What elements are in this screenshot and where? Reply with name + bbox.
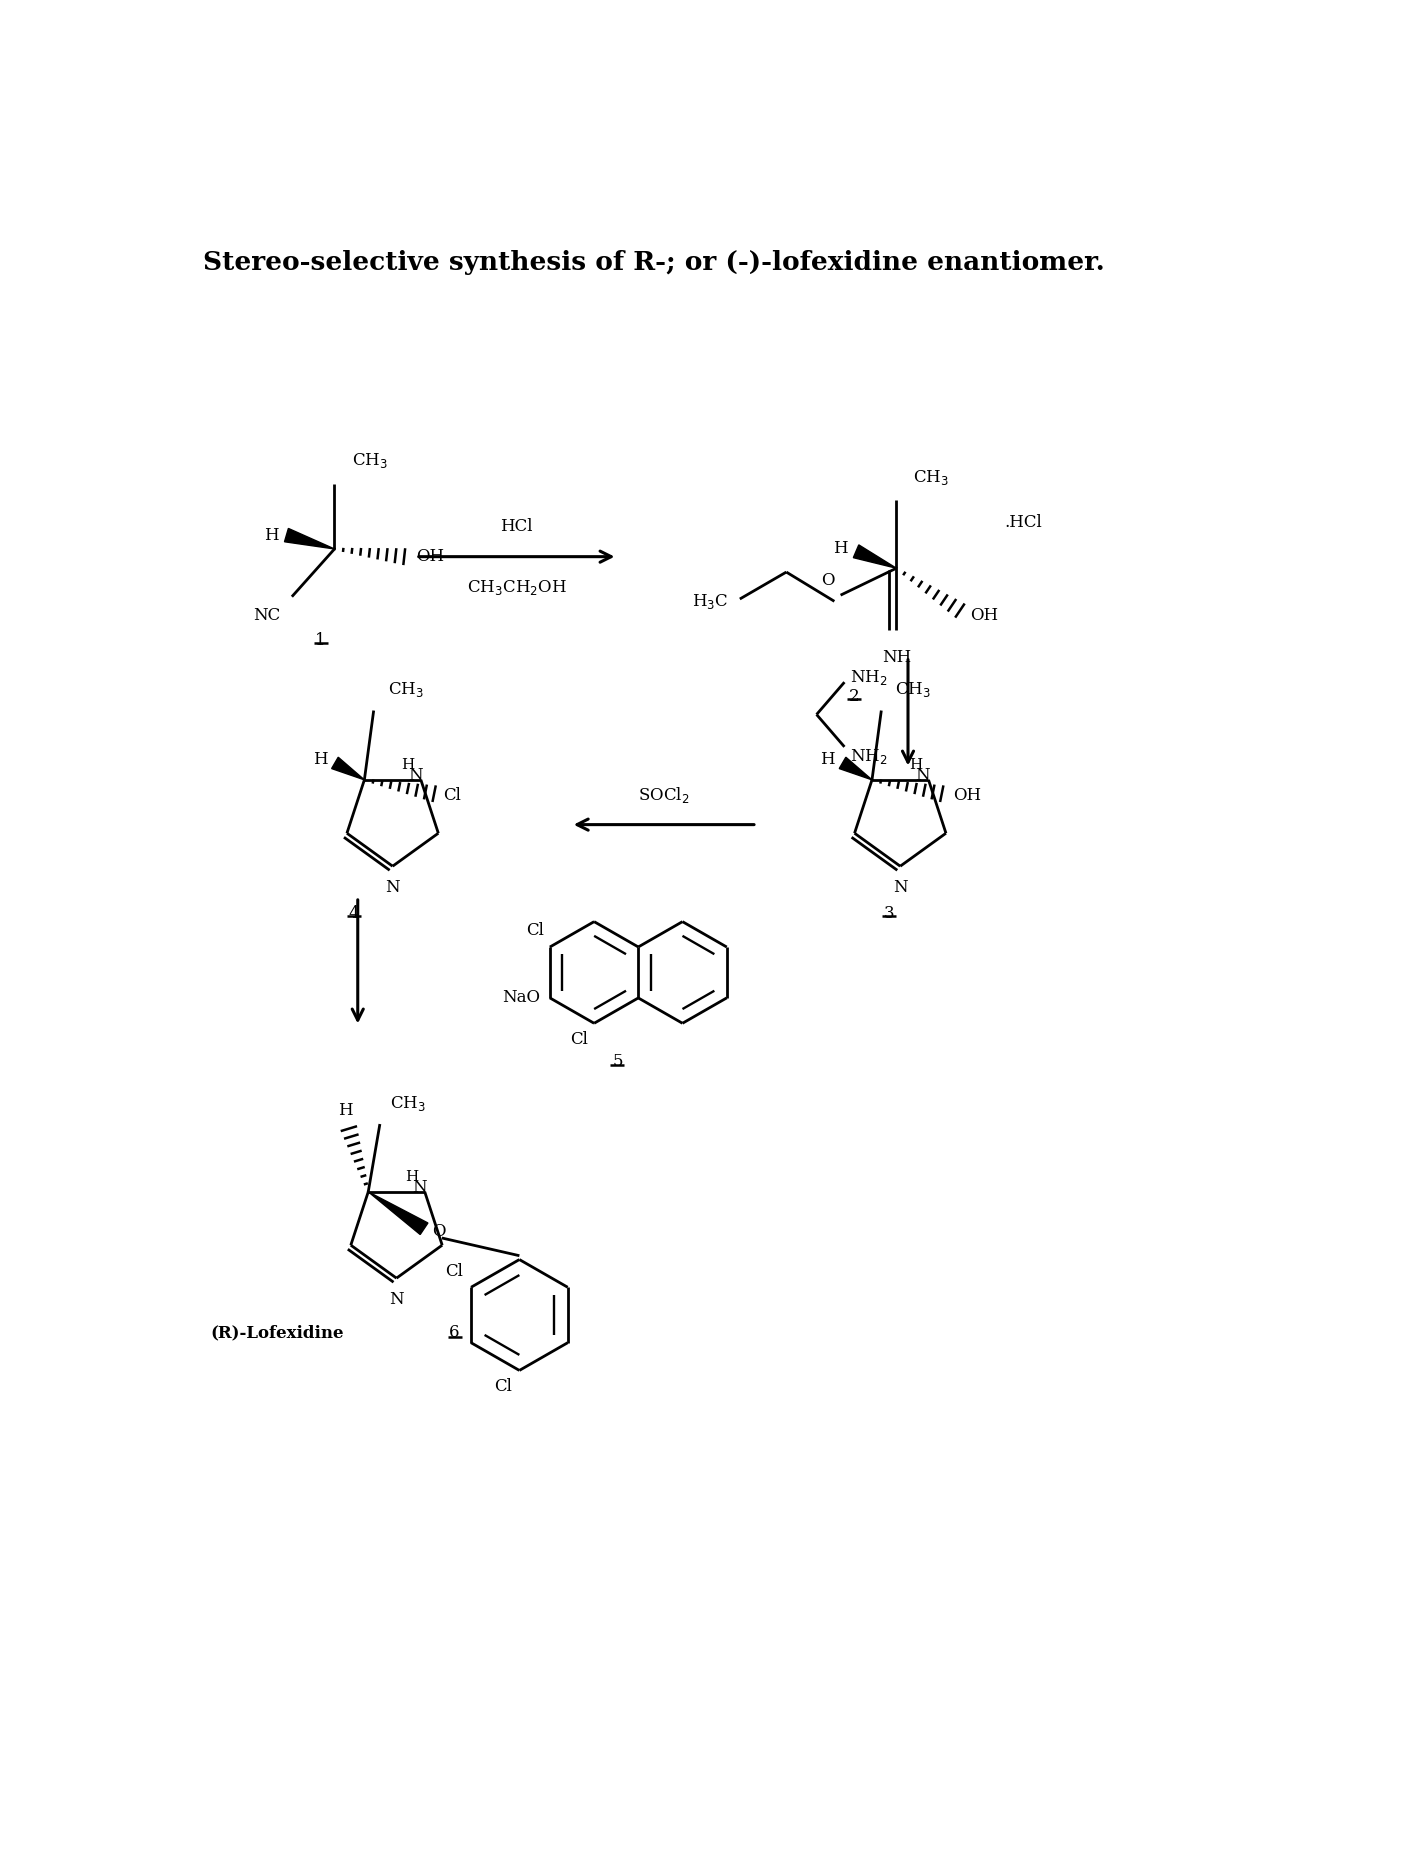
Text: NH$_2$: NH$_2$ xyxy=(850,747,888,766)
Text: Cl: Cl xyxy=(445,1263,464,1279)
Text: 4: 4 xyxy=(348,905,360,921)
Text: H: H xyxy=(312,751,327,768)
Text: 6: 6 xyxy=(450,1324,459,1340)
Polygon shape xyxy=(284,528,334,549)
Text: 1: 1 xyxy=(315,632,326,649)
Text: H: H xyxy=(821,751,835,768)
Text: OH: OH xyxy=(969,608,998,625)
Text: .HCl: .HCl xyxy=(1005,514,1043,530)
Text: OH: OH xyxy=(954,786,982,805)
Text: NaO: NaO xyxy=(503,990,541,1007)
Text: NC: NC xyxy=(253,606,280,623)
Text: H$_3$C: H$_3$C xyxy=(693,591,728,610)
Text: N: N xyxy=(389,1290,403,1309)
Text: CH$_3$: CH$_3$ xyxy=(391,1094,426,1112)
Text: Cl: Cl xyxy=(570,1031,587,1048)
Text: O: O xyxy=(431,1224,445,1240)
Text: SOCl$_2$: SOCl$_2$ xyxy=(638,784,690,805)
Text: 5: 5 xyxy=(613,1053,622,1070)
Text: H: H xyxy=(264,527,278,543)
Text: CH$_3$: CH$_3$ xyxy=(388,680,423,699)
Polygon shape xyxy=(839,756,873,781)
Text: CH$_3$: CH$_3$ xyxy=(351,451,388,471)
Text: 3: 3 xyxy=(884,905,894,921)
Text: (R)-Lofexidine: (R)-Lofexidine xyxy=(211,1324,344,1340)
Text: NH: NH xyxy=(882,649,910,666)
Text: N: N xyxy=(385,879,400,895)
Text: CH$_3$: CH$_3$ xyxy=(913,469,950,488)
Text: HCl: HCl xyxy=(500,517,532,536)
Text: H: H xyxy=(402,758,414,771)
Text: N: N xyxy=(407,768,423,784)
Text: Cl: Cl xyxy=(444,786,461,805)
Polygon shape xyxy=(853,545,896,567)
Text: NH$_2$: NH$_2$ xyxy=(850,667,888,688)
Text: Cl: Cl xyxy=(493,1378,511,1394)
Text: CH$_3$CH$_2$OH: CH$_3$CH$_2$OH xyxy=(466,578,566,597)
Text: N: N xyxy=(916,768,930,784)
Text: H: H xyxy=(337,1101,353,1118)
Polygon shape xyxy=(368,1192,429,1235)
Text: Cl: Cl xyxy=(525,921,544,940)
Text: N: N xyxy=(894,879,908,895)
Text: Stereo-selective synthesis of R-; or (-)-lofexidine enantiomer.: Stereo-selective synthesis of R-; or (-)… xyxy=(202,250,1104,274)
Text: O: O xyxy=(821,573,835,590)
Text: H: H xyxy=(405,1170,419,1185)
Text: CH$_3$: CH$_3$ xyxy=(895,680,932,699)
Text: H: H xyxy=(833,540,847,556)
Text: H: H xyxy=(909,758,922,771)
Polygon shape xyxy=(332,756,364,781)
Text: N: N xyxy=(412,1179,426,1196)
Text: OH: OH xyxy=(416,549,444,565)
Text: 2: 2 xyxy=(849,688,858,705)
